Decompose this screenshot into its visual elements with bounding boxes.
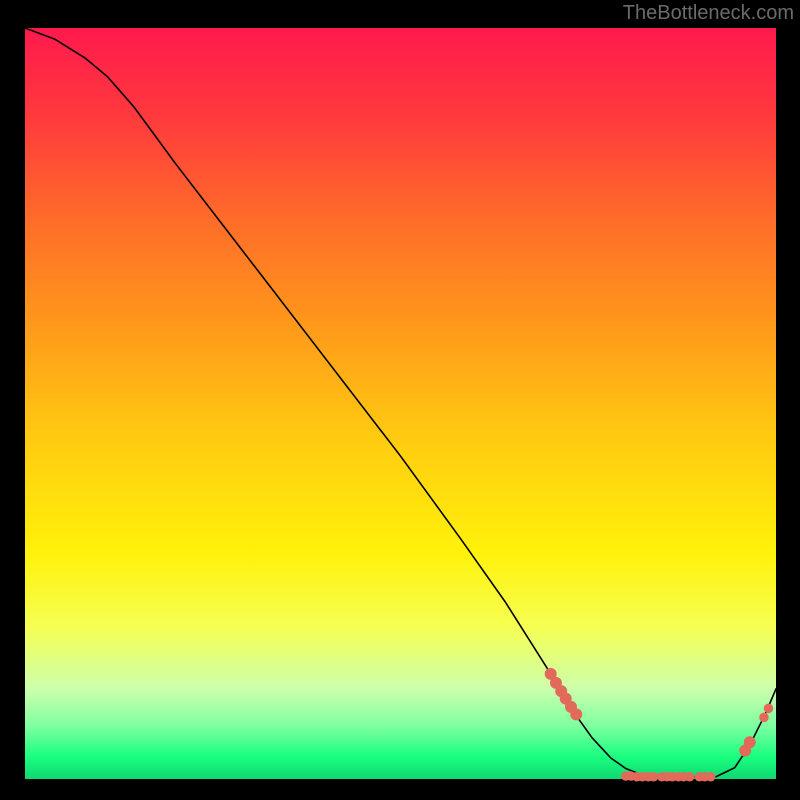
- data-marker: [649, 772, 659, 782]
- data-marker: [744, 736, 756, 748]
- plot-background: [25, 28, 776, 779]
- bottleneck-chart: [0, 0, 800, 800]
- stage: TheBottleneck.com: [0, 0, 800, 800]
- data-marker: [570, 708, 582, 720]
- data-marker: [764, 704, 774, 714]
- attribution-text: TheBottleneck.com: [623, 2, 794, 25]
- data-marker: [685, 772, 695, 782]
- data-marker: [759, 713, 769, 723]
- data-marker: [706, 772, 716, 782]
